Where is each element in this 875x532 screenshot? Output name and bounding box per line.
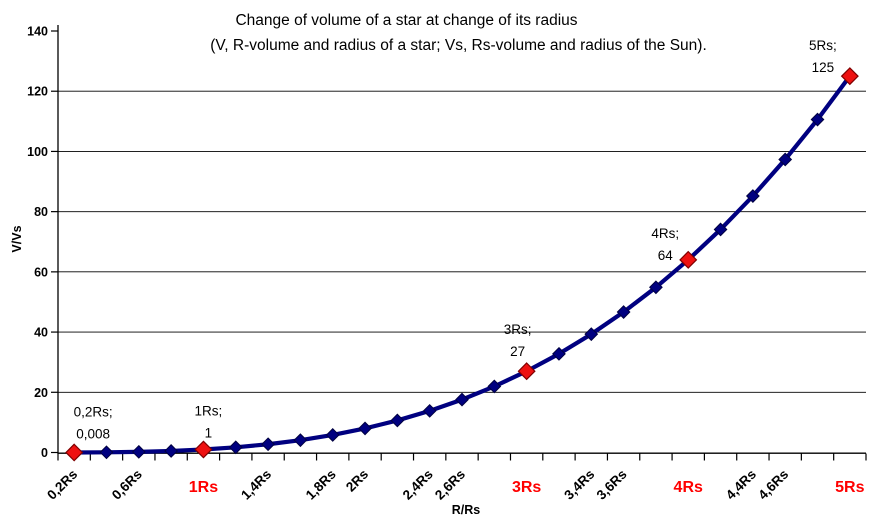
x-tick-label-highlight: 5Rs xyxy=(835,479,864,496)
x-tick-label: 2Rs xyxy=(343,467,371,495)
highlight-point-marker xyxy=(65,443,84,462)
x-tick-label: 0,6Rs xyxy=(109,467,145,503)
point-annotation: 3Rs; xyxy=(504,322,532,337)
y-tick-label: 0 xyxy=(41,446,48,460)
point-annotation: 125 xyxy=(812,60,835,75)
point-annotation: 0,2Rs; xyxy=(74,404,113,419)
data-point-marker xyxy=(778,152,793,167)
chart-subtitle: (V, R-volume and radius of a star; Vs, R… xyxy=(210,37,707,54)
x-tick-label-highlight: 1Rs xyxy=(189,479,218,496)
data-point-marker xyxy=(810,112,825,127)
data-point-marker xyxy=(293,433,308,448)
data-point-marker xyxy=(99,445,114,460)
data-point-marker xyxy=(422,403,437,418)
x-tick-label: 2,6Rs xyxy=(432,467,468,503)
x-tick-label: 4,6Rs xyxy=(755,467,791,503)
x-tick-label: 1,4Rs xyxy=(238,467,274,503)
y-tick-label: 80 xyxy=(34,205,48,219)
highlight-point-marker xyxy=(194,440,213,459)
x-tick-label: 3,6Rs xyxy=(594,467,630,503)
y-tick-label: 140 xyxy=(27,25,48,39)
data-point-marker xyxy=(649,280,663,295)
data-point-marker xyxy=(325,428,340,442)
data-point-marker xyxy=(584,327,599,342)
data-point-marker xyxy=(552,346,566,361)
data-point-marker xyxy=(487,379,502,394)
data-point-marker xyxy=(228,440,243,455)
data-point-marker xyxy=(713,222,728,237)
data-point-marker xyxy=(616,305,631,319)
data-point-marker xyxy=(390,413,405,428)
highlight-point-marker xyxy=(679,250,698,269)
data-point-marker xyxy=(261,437,275,452)
x-tick-label: 2,4Rs xyxy=(400,467,436,503)
point-annotation: 5Rs; xyxy=(809,38,837,53)
point-annotation: 1 xyxy=(205,425,213,440)
data-point-marker xyxy=(164,444,179,458)
x-tick-label: 3,4Rs xyxy=(561,467,597,503)
x-tick-label-highlight: 4Rs xyxy=(674,479,703,496)
x-axis-title: R/Rs xyxy=(451,503,481,517)
y-tick-label: 120 xyxy=(27,85,48,99)
x-tick-label: 1,8Rs xyxy=(303,467,339,503)
data-point-marker xyxy=(358,421,372,436)
y-tick-label: 60 xyxy=(34,265,48,279)
y-tick-label: 40 xyxy=(34,326,48,340)
point-annotation: 4Rs; xyxy=(651,226,679,241)
x-tick-label: 4,4Rs xyxy=(723,467,759,503)
chart-title: Change of volume of a star at change of … xyxy=(235,12,578,29)
highlight-point-marker xyxy=(517,362,536,381)
y-tick-label: 100 xyxy=(27,145,48,159)
x-tick-label: 0,2Rs xyxy=(44,467,80,503)
point-annotation: 0,008 xyxy=(76,426,110,441)
data-point-marker xyxy=(131,444,146,459)
y-tick-label: 20 xyxy=(34,386,48,400)
data-point-marker xyxy=(455,392,469,407)
data-point-marker xyxy=(745,189,760,203)
point-annotation: 1Rs; xyxy=(195,403,223,418)
point-annotation: 27 xyxy=(510,344,525,359)
point-annotation: 64 xyxy=(658,248,674,263)
highlight-point-marker xyxy=(840,67,859,86)
x-tick-label-highlight: 3Rs xyxy=(512,479,541,496)
